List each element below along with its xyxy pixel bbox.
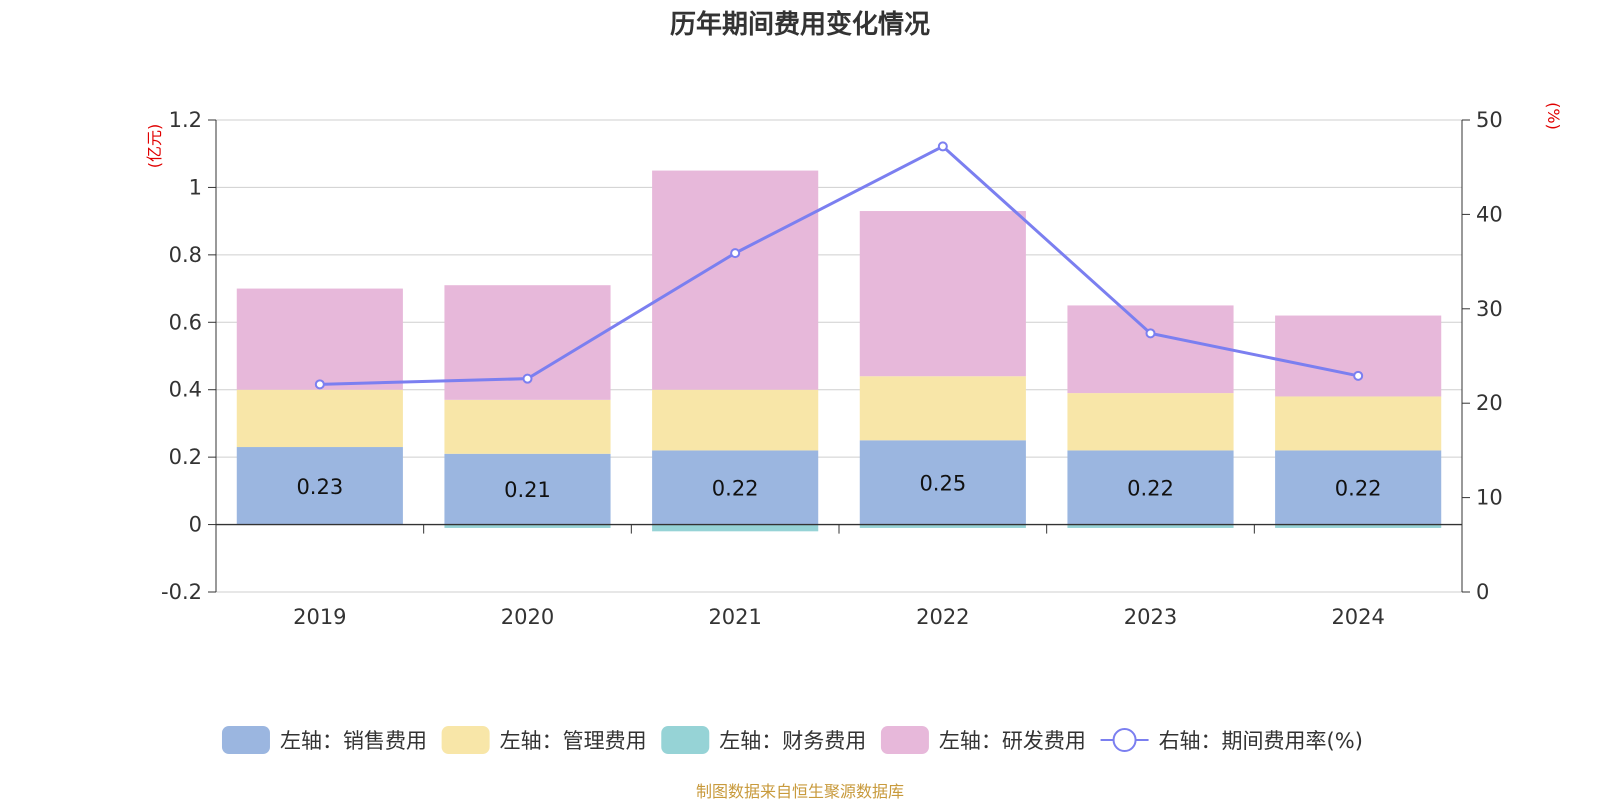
x-axis-tick-label: 2020 bbox=[501, 605, 554, 629]
bar-segment bbox=[1067, 393, 1234, 451]
bars-layer bbox=[236, 170, 1442, 532]
bar-segment bbox=[444, 399, 611, 454]
bar-segment bbox=[1275, 315, 1442, 397]
legend-swatch-icon bbox=[880, 726, 929, 754]
legend-swatch-icon bbox=[221, 726, 270, 754]
bar-segment bbox=[444, 453, 611, 525]
bar-segment bbox=[444, 524, 611, 528]
legend-layer: 左轴：销售费用 左轴：管理费用 左轴：财务费用 左轴：研发费用 右轴：期间费用率(%) bbox=[221, 726, 1363, 754]
left-axis-unit: (亿元) bbox=[145, 124, 164, 169]
legend-label: 右轴：期间费用率(%) bbox=[1159, 729, 1363, 753]
right-axis-tick-label: 30 bbox=[1476, 297, 1503, 321]
legend-label: 左轴：研发费用 bbox=[939, 729, 1086, 753]
axes-layer: -0.2 0 0.2 0.4 0.6 0.8 1 1.2 0 10 20 30 40 50 (亿元) (%) 2… bbox=[145, 102, 1563, 629]
bar-segment bbox=[652, 524, 819, 532]
right-axis-tick-label: 20 bbox=[1476, 391, 1503, 415]
bar-segment bbox=[236, 389, 403, 448]
data-label: 0.21 bbox=[504, 478, 551, 502]
rate-line bbox=[319, 144, 1359, 386]
chart-title: 历年期间费用变化情况 bbox=[669, 10, 930, 40]
left-axis-tick-label: 1.2 bbox=[169, 108, 202, 132]
bar-segment bbox=[1067, 524, 1234, 528]
left-axis-tick-label: 0.6 bbox=[169, 310, 202, 334]
bar-segment bbox=[1067, 305, 1234, 394]
bar-segment bbox=[1067, 450, 1234, 525]
left-axis-tick-label: 0 bbox=[189, 513, 202, 537]
right-axis-tick-label: 40 bbox=[1476, 202, 1503, 226]
bar-segment bbox=[652, 170, 819, 390]
bar-segment bbox=[1275, 450, 1442, 525]
bar-segment bbox=[1275, 396, 1442, 451]
source-note: 制图数据来自恒生聚源数据库 bbox=[695, 782, 904, 801]
right-axis-tick-label: 10 bbox=[1476, 486, 1503, 510]
rate-point bbox=[522, 373, 533, 384]
data-label: 0.23 bbox=[296, 475, 343, 499]
legend-swatch-icon bbox=[441, 726, 490, 754]
legend-label: 左轴：管理费用 bbox=[500, 729, 647, 753]
legend-circle-icon bbox=[1112, 728, 1137, 752]
data-label: 0.22 bbox=[1127, 476, 1174, 500]
bar-segment bbox=[236, 288, 403, 390]
left-axis-tick-label: 1 bbox=[189, 175, 202, 199]
left-axis-tick-label: -0.2 bbox=[161, 580, 202, 604]
bar-segment bbox=[1275, 524, 1442, 528]
legend-label: 左轴：销售费用 bbox=[280, 729, 427, 753]
bar-segment bbox=[652, 389, 819, 451]
rate-point bbox=[1145, 328, 1156, 339]
bar-segment bbox=[236, 447, 403, 525]
rate-point bbox=[1353, 370, 1364, 381]
line-layer bbox=[314, 141, 1364, 390]
legend-label: 左轴：财务费用 bbox=[719, 729, 866, 753]
data-label: 0.22 bbox=[1335, 476, 1382, 500]
right-axis-unit: (%) bbox=[1544, 102, 1563, 130]
right-axis-tick-label: 0 bbox=[1476, 580, 1489, 604]
legend-swatch-icon bbox=[661, 726, 710, 754]
left-axis-tick-label: 0.2 bbox=[169, 445, 202, 469]
data-label: 0.22 bbox=[712, 476, 759, 500]
bar-segment bbox=[859, 524, 1026, 528]
rate-point bbox=[730, 248, 741, 259]
left-axis-tick-label: 0.4 bbox=[169, 378, 202, 402]
x-axis-tick-label: 2019 bbox=[293, 605, 346, 629]
bar-segment bbox=[652, 450, 819, 525]
labels-layer: 0.23 0.21 0.22 0.25 0.22 0.22 bbox=[296, 471, 1381, 502]
x-axis-tick-label: 2024 bbox=[1331, 605, 1384, 629]
rate-point bbox=[937, 141, 948, 152]
bar-segment bbox=[859, 211, 1026, 377]
data-label: 0.25 bbox=[919, 471, 966, 495]
x-axis-tick-label: 2022 bbox=[916, 605, 969, 629]
x-axis-tick-label: 2023 bbox=[1124, 605, 1177, 629]
x-axis-tick-label: 2021 bbox=[708, 605, 761, 629]
left-axis-tick-label: 0.8 bbox=[169, 243, 202, 267]
bar-segment bbox=[859, 440, 1026, 525]
right-axis-tick-label: 50 bbox=[1476, 108, 1503, 132]
grid-layer bbox=[216, 119, 1462, 593]
bar-segment bbox=[859, 376, 1026, 441]
rate-point bbox=[314, 379, 325, 390]
